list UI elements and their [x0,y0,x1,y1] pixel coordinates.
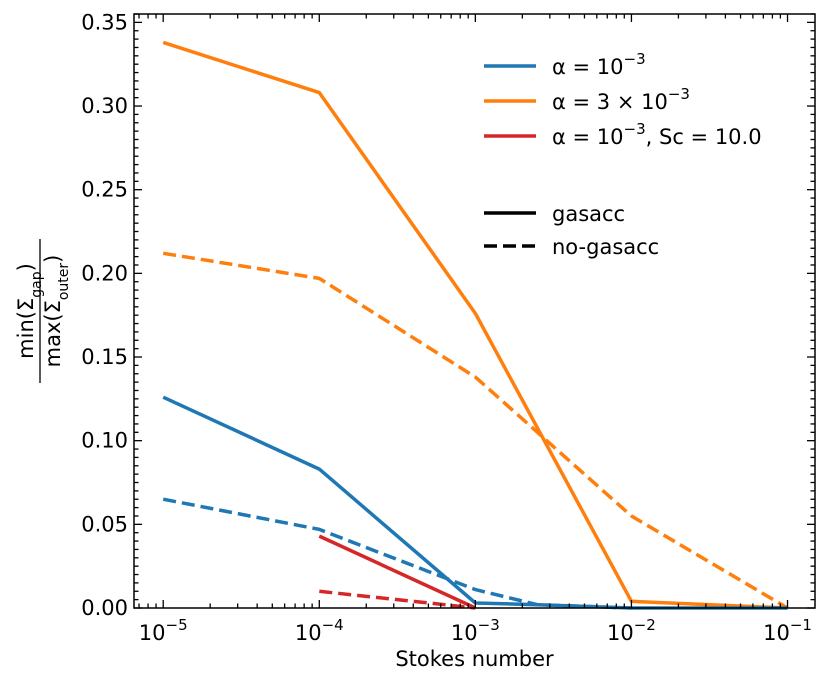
plot-frame [133,13,816,609]
y-tick-label: 0.25 [81,178,128,202]
legend-label: α = 10−3, Sc = 10.0 [552,120,762,149]
x-axis-label: Stokes number [395,647,554,671]
x-tick-label: 10−2 [607,616,656,645]
y-tick-label: 0.35 [81,10,128,34]
x-tick-labels: 10−5 10−4 10−3 10−2 10−1 [139,616,812,645]
y-tick-label: 0.30 [81,94,128,118]
legend-label: no-gasacc [552,235,659,259]
series-line-a1sc-gasacc [318,534,477,610]
y-tick-label: 0.10 [81,429,128,453]
x-tick-label: 10−5 [139,616,188,645]
x-tick-label: 10−3 [451,616,500,645]
series-line-a1-gasacc [162,395,788,610]
y-label-numerator: min(Σgap) [14,263,45,359]
y-tick-label: 0.15 [81,345,128,369]
series-line-a1sc-nogasacc [319,589,476,610]
legend-label: gasacc [552,202,625,226]
series-line-a3-nogasacc [162,251,789,610]
y-tick-labels: 0.00 0.05 0.10 0.15 0.20 0.25 0.30 0.35 [81,10,128,620]
legend-label: α = 3 × 10−3 [552,85,690,114]
y-axis-label: min(Σgap) max(Σouter) [14,239,72,383]
y-tick-label: 0.20 [81,261,128,285]
y-tick-label: 0.00 [81,596,128,620]
legend: α = 10−3 α = 3 × 10−3 α = 10−3, Sc = 10.0 g… [484,50,762,259]
x-tick-label: 10−4 [295,616,344,645]
series-line-a1-nogasacc [162,497,632,610]
y-tick-label: 0.05 [81,512,128,536]
y-label-denominator: max(Σouter) [41,255,72,368]
x-tick-label: 10−1 [763,616,812,645]
legend-label: α = 10−3 [552,50,646,79]
